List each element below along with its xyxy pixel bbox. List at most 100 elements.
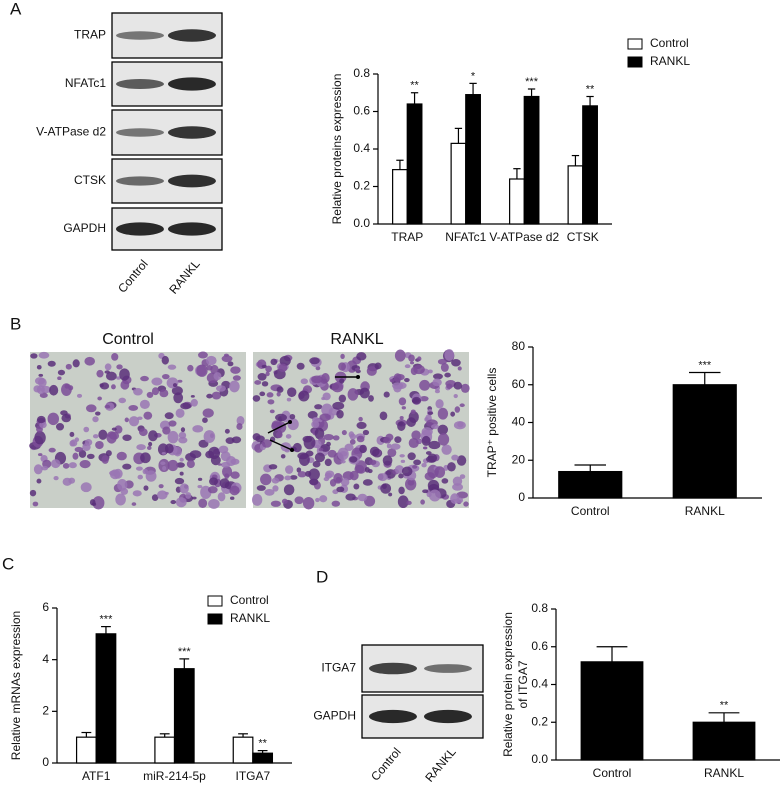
cell [349,439,356,445]
cell [413,459,422,466]
cell [421,435,431,446]
cell [76,393,83,398]
cell [197,477,203,481]
cell [287,387,297,398]
cell [338,362,346,371]
cell [208,498,220,509]
blot-band [168,222,216,236]
cell [401,406,406,410]
cell [69,431,75,438]
cell [356,421,367,429]
cell [120,380,130,390]
cell [86,404,97,413]
cell [453,381,463,390]
legend-swatch [627,56,643,68]
cell [179,483,189,494]
cell [101,455,109,464]
cell [210,455,221,466]
cell [32,501,39,507]
cell [284,448,290,453]
arrow-head [288,420,292,424]
bar [232,736,254,764]
cell [271,477,280,484]
cell [353,483,360,490]
y-axis-label: Relative proteins expression [330,74,344,225]
cell [446,383,453,390]
cell [450,411,456,417]
cell [96,369,104,378]
cell [230,471,240,479]
cell [340,459,346,464]
cell [119,368,130,381]
cell [151,387,160,396]
cell [196,364,208,377]
cell [89,499,96,506]
cell [344,443,354,452]
cell [68,385,74,391]
cell [408,354,415,362]
cell [404,364,411,369]
cell [161,374,170,380]
cell [347,388,359,401]
cell [407,452,416,461]
cell [404,378,410,383]
cell [224,428,230,434]
cell [111,427,117,431]
cell [106,431,117,444]
cell [221,465,233,478]
blot-band [369,709,417,724]
cell [392,382,404,390]
legend-swatch [207,613,223,625]
significance: *** [525,76,539,88]
x-tick-label: CTSK [567,230,599,244]
cell [72,452,79,460]
cell [166,377,179,389]
cell [407,479,415,486]
cell [332,401,345,410]
cell [336,486,345,493]
cell [260,473,272,486]
cell [236,416,245,426]
cell [209,477,218,486]
cell [452,476,463,486]
blot-lane-label: RANKL [422,745,459,785]
cell [156,490,168,500]
cell [362,429,370,436]
cell [450,493,460,504]
cell [296,467,302,473]
cell [441,444,452,455]
cell [168,420,177,427]
cell [280,454,286,459]
cell [388,492,393,497]
cell [308,468,320,481]
cell [120,487,129,495]
cell [412,465,418,469]
cell [185,492,192,499]
cell [229,485,240,496]
cell [98,429,108,440]
cell [358,416,363,422]
cell [408,437,419,449]
cell [164,443,174,454]
cell [275,413,287,422]
cell [364,466,370,473]
cell [68,462,77,469]
cell [162,426,171,435]
cell [167,364,177,370]
cell [422,446,428,450]
x-tick-label: Control [571,504,610,518]
y-tick-label: 0.0 [531,752,548,766]
cell [55,423,65,431]
cell [62,462,70,469]
cell [400,459,406,463]
cell [341,430,347,436]
cell [105,371,117,381]
cell [305,470,312,477]
cell [454,406,461,413]
cell [192,496,197,500]
cell [36,365,42,370]
cell [177,379,183,383]
cell [57,376,62,381]
cell [92,434,99,439]
